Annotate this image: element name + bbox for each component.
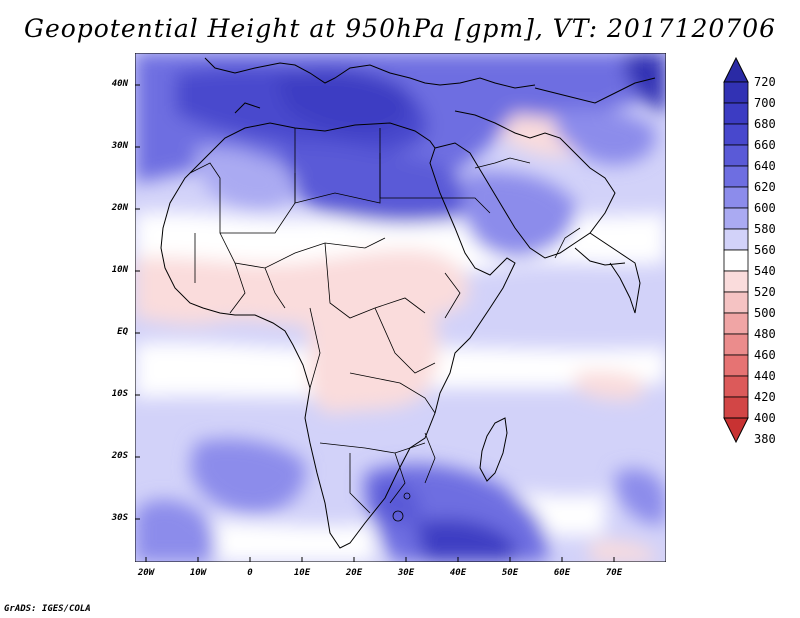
colorbar-swatch — [723, 249, 749, 272]
lon-label: 60E — [553, 568, 571, 578]
colorbar-swatch — [723, 375, 749, 398]
lat-label: EQ — [117, 327, 128, 337]
colorbar-label: 580 — [754, 222, 776, 236]
colorbar-swatch — [723, 312, 749, 335]
colorbar-label: 560 — [754, 243, 776, 257]
lon-label: 0 — [247, 568, 253, 578]
colorbar-label: 380 — [754, 432, 776, 446]
colorbar-swatch — [723, 123, 749, 146]
lat-label: 20N — [111, 203, 128, 213]
colorbar-swatch — [723, 291, 749, 314]
lon-label: 50E — [501, 568, 519, 578]
lat-label: 20S — [111, 451, 128, 461]
colorbar: 720 700 680 660 640 620 600 580 560 540 520 500 480 4… — [723, 56, 776, 446]
map-title: Geopotential Height at 950hPa [gpm], VT:… — [23, 14, 777, 43]
colorbar-swatch — [723, 144, 749, 167]
height-field-map — [135, 53, 666, 562]
colorbar-label: 540 — [754, 264, 776, 278]
lon-label: 20W — [137, 568, 155, 578]
colorbar-label: 680 — [754, 117, 776, 131]
lat-label: 10S — [111, 389, 128, 399]
coastlines — [160, 57, 656, 549]
colorbar-bottom-arrow — [723, 417, 749, 444]
colorbar-label: 600 — [754, 201, 776, 215]
lon-label: 10E — [293, 568, 311, 578]
colorbar-swatch — [723, 207, 749, 230]
colorbar-swatch — [723, 333, 749, 356]
colorbar-label: 400 — [754, 411, 776, 425]
country-borders — [189, 128, 581, 522]
colorbar-swatch — [723, 354, 749, 377]
lat-label: 30S — [111, 513, 128, 523]
colorbar-label: 480 — [754, 327, 776, 341]
lat-tick-marks — [135, 84, 140, 520]
colorbar-swatch — [723, 81, 749, 104]
colorbar-label: 720 — [754, 75, 776, 89]
colorbar-swatch — [723, 186, 749, 209]
lat-label: 40N — [111, 79, 128, 89]
lon-label: 10W — [189, 568, 207, 578]
lat-label: 10N — [111, 265, 128, 275]
lon-label: 70E — [605, 568, 623, 578]
colorbar-swatch — [723, 102, 749, 125]
lon-tick-marks — [145, 557, 615, 562]
colorbar-swatch — [723, 396, 749, 419]
colorbar-label: 620 — [754, 180, 776, 194]
colorbar-label: 460 — [754, 348, 776, 362]
lon-label: 30E — [397, 568, 415, 578]
colorbar-label: 440 — [754, 369, 776, 383]
colorbar-label: 700 — [754, 96, 776, 110]
lon-label: 20E — [345, 568, 363, 578]
colorbar-swatch — [723, 228, 749, 251]
map-panel — [135, 53, 666, 562]
colorbar-label: 420 — [754, 390, 776, 404]
credit-text: GrADS: IGES/COLA — [4, 604, 91, 614]
colorbar-label: 640 — [754, 159, 776, 173]
lat-label: 30N — [111, 141, 128, 151]
colorbar-swatch — [723, 165, 749, 188]
colorbar-swatch — [723, 270, 749, 293]
colorbar-top-arrow — [723, 56, 749, 83]
colorbar-label: 660 — [754, 138, 776, 152]
colorbar-label: 520 — [754, 285, 776, 299]
lon-label: 40E — [449, 568, 467, 578]
colorbar-label: 500 — [754, 306, 776, 320]
